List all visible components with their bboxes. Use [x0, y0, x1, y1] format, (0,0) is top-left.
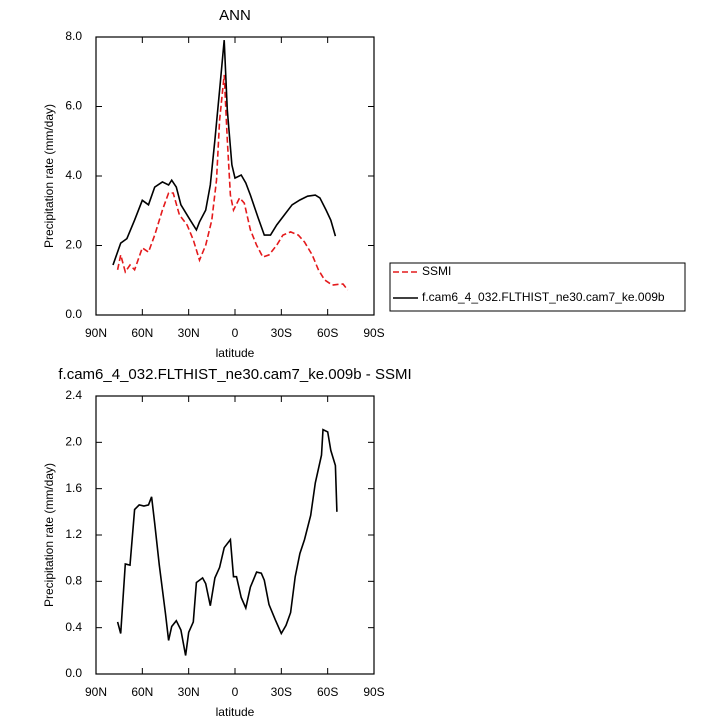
x-tick-label: 0 [232, 326, 239, 340]
y-tick-label: 0.8 [65, 574, 82, 588]
y-tick-label: 6.0 [65, 99, 82, 113]
y-tick-label: 2.0 [65, 435, 82, 449]
x-tick-label: 30S [271, 685, 292, 699]
x-tick-label: 60S [317, 326, 338, 340]
plot-frame [95, 395, 375, 675]
x-tick-label: 0 [232, 685, 239, 699]
data-line [116, 74, 349, 291]
legend-label: f.cam6_4_032.FLTHIST_ne30.cam7_ke.009b [422, 290, 665, 304]
x-tick-label: 60N [131, 326, 153, 340]
x-tick-label: 60S [317, 685, 338, 699]
data-line [112, 40, 337, 266]
y-tick-label: 8.0 [65, 29, 82, 43]
x-axis-label: latitude [216, 705, 255, 719]
x-tick-label: 30N [178, 326, 200, 340]
x-tick-label: 30N [178, 685, 200, 699]
x-axis-label: latitude [216, 346, 255, 360]
data-line [116, 428, 338, 656]
legend-label: SSMI [422, 264, 451, 278]
y-tick-label: 1.2 [65, 527, 82, 541]
y-axis-label: Precipitation rate (mm/day) [42, 463, 56, 607]
y-tick-label: 4.0 [65, 168, 82, 182]
y-tick-label: 2.0 [65, 238, 82, 252]
y-tick-label: 0.0 [65, 307, 82, 321]
y-tick-label: 0.4 [65, 620, 82, 634]
legend-box [389, 262, 686, 312]
y-axis-label: Precipitation rate (mm/day) [42, 104, 56, 248]
y-tick-label: 2.4 [65, 388, 82, 402]
x-tick-label: 30S [271, 326, 292, 340]
chart-title: f.cam6_4_032.FLTHIST_ne30.cam7_ke.009b -… [58, 366, 411, 383]
x-tick-label: 90S [363, 326, 384, 340]
x-tick-label: 90S [363, 685, 384, 699]
x-tick-label: 90N [85, 326, 107, 340]
y-tick-label: 1.6 [65, 481, 82, 495]
chart-title: ANN [219, 7, 251, 24]
y-tick-label: 0.0 [65, 666, 82, 680]
x-tick-label: 90N [85, 685, 107, 699]
x-tick-label: 60N [131, 685, 153, 699]
